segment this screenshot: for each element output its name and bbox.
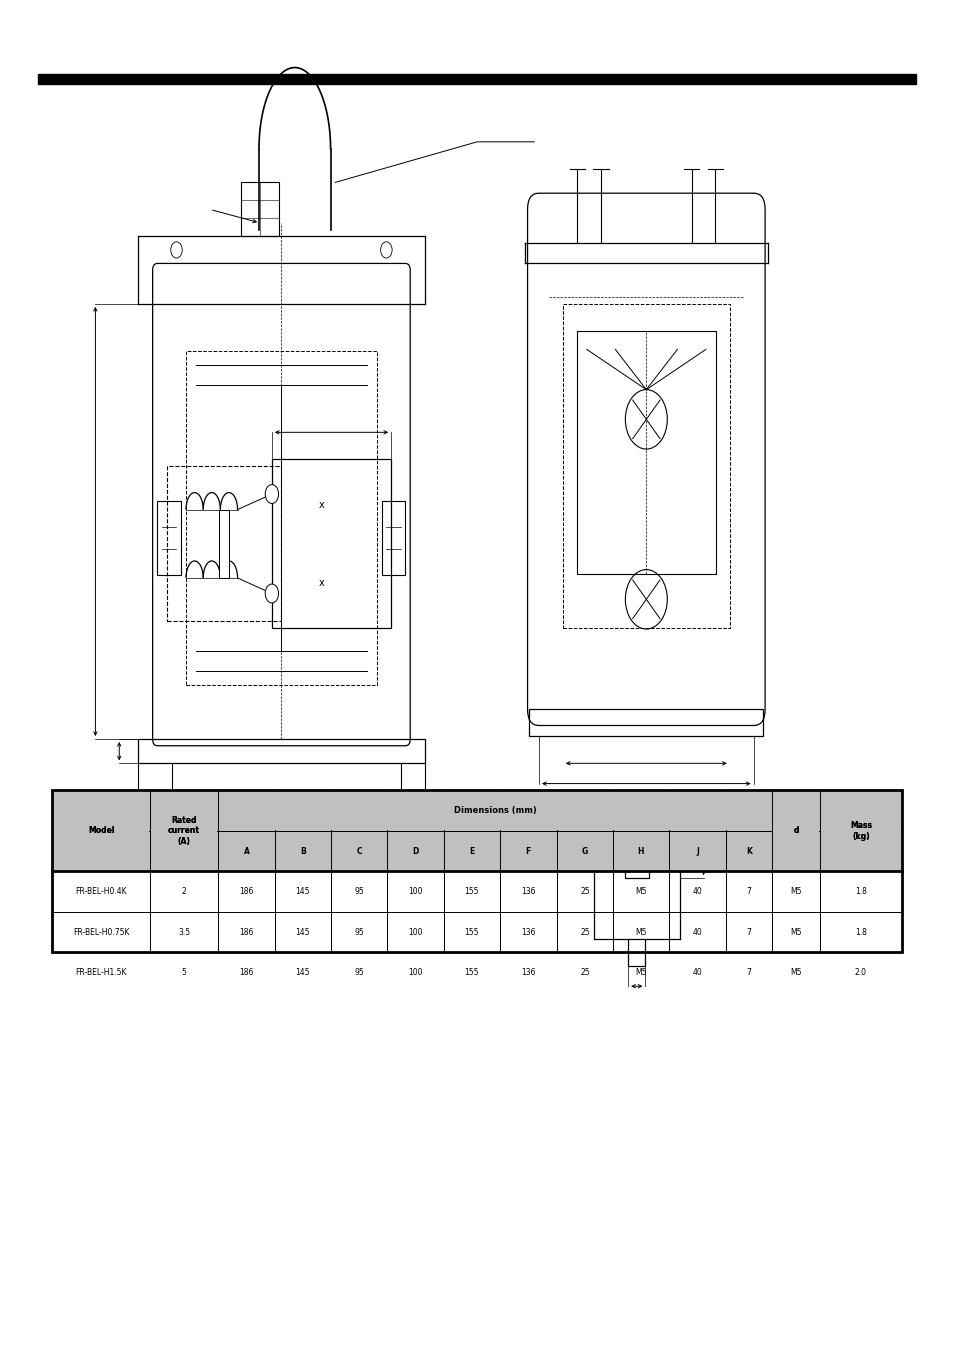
Bar xyxy=(219,792,771,830)
Text: M5: M5 xyxy=(635,969,646,977)
Text: A: A xyxy=(243,847,249,855)
Text: D: D xyxy=(412,847,418,855)
Text: C: C xyxy=(355,847,361,855)
Text: 95: 95 xyxy=(354,928,363,936)
Text: 40: 40 xyxy=(692,969,701,977)
Bar xyxy=(167,466,281,621)
Bar xyxy=(138,739,424,763)
Text: 40: 40 xyxy=(692,888,701,896)
Text: 25: 25 xyxy=(579,969,589,977)
Text: FR-BEL-H0.4K: FR-BEL-H0.4K xyxy=(75,888,127,896)
Circle shape xyxy=(265,485,278,504)
Text: x: x xyxy=(448,859,454,870)
Text: 95: 95 xyxy=(354,888,363,896)
Text: 25: 25 xyxy=(579,888,589,896)
Text: 5: 5 xyxy=(181,969,187,977)
Bar xyxy=(53,792,149,870)
Text: 155: 155 xyxy=(464,928,478,936)
Text: 155: 155 xyxy=(464,888,478,896)
Text: Model: Model xyxy=(88,827,114,835)
Text: Mass
(kg): Mass (kg) xyxy=(849,821,871,840)
Bar xyxy=(241,182,279,236)
Text: 136: 136 xyxy=(520,888,535,896)
Bar xyxy=(52,790,901,952)
Text: 136: 136 xyxy=(520,969,535,977)
Text: 186: 186 xyxy=(239,969,253,977)
Bar xyxy=(272,459,391,628)
Text: 40: 40 xyxy=(692,928,701,936)
Text: E: E xyxy=(469,847,474,855)
Text: 145: 145 xyxy=(295,888,310,896)
Text: 100: 100 xyxy=(408,928,422,936)
Text: x: x xyxy=(318,500,325,509)
Text: M5: M5 xyxy=(790,928,801,936)
Text: Rated
current
(A): Rated current (A) xyxy=(168,816,200,846)
Text: M5: M5 xyxy=(790,888,801,896)
Text: F: F xyxy=(525,847,531,855)
Bar xyxy=(562,304,729,628)
Text: 186: 186 xyxy=(239,888,253,896)
Bar xyxy=(381,501,405,576)
Text: Dimensions (mm): Dimensions (mm) xyxy=(454,807,537,815)
Text: 25: 25 xyxy=(579,928,589,936)
Text: 186: 186 xyxy=(239,928,253,936)
Text: x: x xyxy=(318,578,325,588)
Text: 1.8: 1.8 xyxy=(854,928,866,936)
Bar xyxy=(186,351,376,685)
Bar xyxy=(157,501,181,576)
Text: M5: M5 xyxy=(790,969,801,977)
Bar xyxy=(151,792,217,870)
Bar xyxy=(577,331,715,574)
Bar xyxy=(821,792,900,870)
Text: d: d xyxy=(793,827,799,835)
Bar xyxy=(773,792,819,870)
Text: 3.5: 3.5 xyxy=(178,928,190,936)
Text: Mass
(kg): Mass (kg) xyxy=(849,821,871,840)
Text: 1.8: 1.8 xyxy=(854,888,866,896)
Text: 155: 155 xyxy=(464,969,478,977)
Text: G: G xyxy=(581,847,587,855)
Text: 7: 7 xyxy=(746,969,751,977)
Text: B: B xyxy=(300,847,306,855)
Text: K: K xyxy=(745,847,751,855)
Text: 136: 136 xyxy=(520,928,535,936)
Bar xyxy=(529,709,762,736)
Text: J: J xyxy=(695,847,698,855)
Text: M5: M5 xyxy=(635,928,646,936)
Circle shape xyxy=(265,584,278,603)
Text: 100: 100 xyxy=(408,888,422,896)
Bar xyxy=(52,790,901,871)
Bar xyxy=(38,74,915,84)
Text: FR-BEL-H0.75K: FR-BEL-H0.75K xyxy=(73,928,130,936)
Text: 145: 145 xyxy=(295,969,310,977)
Text: Rated
current
(A): Rated current (A) xyxy=(168,816,200,846)
Bar xyxy=(219,509,229,578)
Text: 145: 145 xyxy=(295,928,310,936)
Text: 2: 2 xyxy=(181,888,186,896)
Text: 100: 100 xyxy=(408,969,422,977)
Text: 7: 7 xyxy=(746,928,751,936)
Text: 7: 7 xyxy=(746,888,751,896)
Text: H: H xyxy=(637,847,643,855)
Text: 2.0: 2.0 xyxy=(854,969,866,977)
Text: M5: M5 xyxy=(635,888,646,896)
Text: FR-BEL-H1.5K: FR-BEL-H1.5K xyxy=(75,969,127,977)
Text: 95: 95 xyxy=(354,969,363,977)
Text: d: d xyxy=(793,827,799,835)
Text: Model: Model xyxy=(88,827,114,835)
